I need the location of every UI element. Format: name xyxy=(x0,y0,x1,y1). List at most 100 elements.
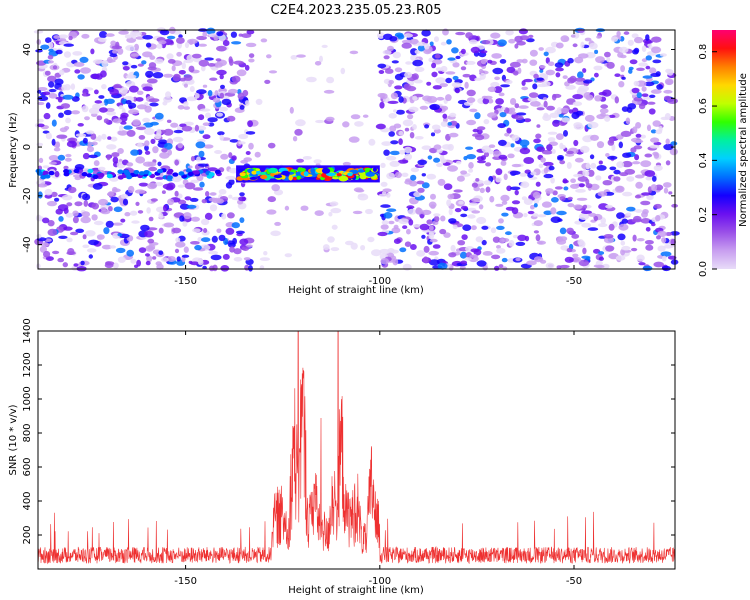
heatmap-cell xyxy=(641,192,651,196)
heatmap-cell xyxy=(650,89,662,94)
heatmap-cell xyxy=(122,66,130,71)
heatmap-cell xyxy=(602,263,610,269)
heatmap-cell xyxy=(595,175,602,181)
heatmap-cell xyxy=(393,109,397,113)
heatmap-cell xyxy=(138,135,146,140)
heatmap-cell xyxy=(585,257,591,261)
heatmap-cell xyxy=(435,77,446,84)
heatmap-cell xyxy=(594,95,602,102)
heatmap-cell xyxy=(599,108,609,114)
heatmap-cell xyxy=(446,39,452,45)
heatmap-cell xyxy=(587,121,599,129)
heatmap-cell xyxy=(75,133,87,137)
heatmap-cell xyxy=(566,227,574,234)
heatmap-cell xyxy=(206,27,216,35)
heatmap-cell xyxy=(538,163,544,168)
heatmap-cell xyxy=(661,237,667,244)
heatmap-cell xyxy=(72,216,79,224)
snr-series-line xyxy=(38,331,675,565)
heatmap-cell xyxy=(409,38,419,45)
heatmap-cell xyxy=(498,154,508,160)
heatmap-cell xyxy=(663,143,674,151)
heatmap-cell xyxy=(494,265,500,271)
heatmap-cell xyxy=(653,203,662,209)
heatmap-cell xyxy=(176,37,185,44)
heatmap-cell xyxy=(570,34,576,38)
heatmap-cell xyxy=(638,103,646,110)
heatmap-cell xyxy=(245,151,251,155)
heatmap-cell xyxy=(225,175,236,180)
heatmap-cell xyxy=(142,35,154,40)
heatmap-cell xyxy=(399,149,406,155)
heatmap-cell xyxy=(213,35,219,41)
heatmap-cell xyxy=(117,233,123,237)
heatmap-cell xyxy=(390,140,399,145)
heatmap-cell xyxy=(372,167,377,173)
heatmap-cell xyxy=(482,251,493,256)
heatmap-cell xyxy=(572,253,579,258)
heatmap-cell xyxy=(587,169,595,177)
heatmap-cell xyxy=(429,41,434,47)
heatmap-cell xyxy=(235,230,245,234)
heatmap-cell xyxy=(501,212,509,217)
heatmap-cell xyxy=(63,84,71,91)
heatmap-cell xyxy=(645,227,651,232)
heatmap-cell xyxy=(514,35,523,43)
heatmap-cell xyxy=(47,75,57,83)
heatmap-cell xyxy=(190,179,199,184)
heatmap-cell xyxy=(273,174,283,179)
heatmap-cell xyxy=(388,220,395,225)
heatmap-cell xyxy=(350,242,358,250)
heatmap-cell xyxy=(449,112,457,118)
heatmap-cell xyxy=(515,257,521,262)
heatmap-cell xyxy=(152,146,159,154)
heatmap-cell xyxy=(582,68,587,73)
heatmap-cell xyxy=(640,200,651,206)
heatmap-cell xyxy=(214,90,219,96)
heatmap-cell xyxy=(654,184,664,191)
heatmap-cell xyxy=(48,88,57,93)
heatmap-cell xyxy=(296,158,304,163)
heatmap-cell xyxy=(661,265,672,272)
heatmap-cell xyxy=(620,65,625,73)
heatmap-cell xyxy=(455,55,461,60)
heatmap-cell xyxy=(528,92,539,98)
y-tick-label: 1200 xyxy=(22,352,33,377)
heatmap-cell xyxy=(135,201,140,206)
heatmap-cell xyxy=(595,56,605,64)
heatmap-cell xyxy=(172,74,181,82)
heatmap-cell xyxy=(414,66,425,72)
figure-title: C2E4.2023.235.05.23.R05 xyxy=(270,3,441,18)
heatmap-cell xyxy=(42,170,49,175)
y-tick-label: 1400 xyxy=(22,318,33,343)
heatmap-cell xyxy=(665,79,674,85)
heatmap-cell xyxy=(492,67,504,75)
heatmap-cell xyxy=(145,42,152,48)
heatmap-cell xyxy=(560,35,570,43)
heatmap-cell xyxy=(63,207,69,215)
heatmap-cell xyxy=(321,167,331,174)
heatmap-cell xyxy=(571,233,580,239)
heatmap-cell xyxy=(573,139,579,147)
heatmap-cell xyxy=(101,244,112,250)
heatmap-cell xyxy=(538,47,544,51)
heatmap-cell xyxy=(53,147,61,152)
heatmap-cell xyxy=(201,199,207,204)
heatmap-cell xyxy=(381,141,392,147)
heatmap-cell xyxy=(627,103,637,110)
heatmap-cell xyxy=(600,104,609,109)
heatmap-cell xyxy=(535,234,541,242)
heatmap-cell xyxy=(616,212,625,220)
heatmap-cell xyxy=(179,203,190,210)
heatmap-cell xyxy=(141,60,147,65)
heatmap-cell xyxy=(481,145,492,153)
heatmap-cell xyxy=(120,121,127,125)
heatmap-cell xyxy=(241,246,250,252)
heatmap-cell xyxy=(201,237,211,243)
heatmap-cell xyxy=(110,136,118,142)
heatmap-cell xyxy=(448,252,457,258)
heatmap-cell xyxy=(183,246,189,253)
heatmap-cell xyxy=(466,60,476,65)
heatmap-cell xyxy=(500,84,510,88)
heatmap-cell xyxy=(526,260,537,266)
